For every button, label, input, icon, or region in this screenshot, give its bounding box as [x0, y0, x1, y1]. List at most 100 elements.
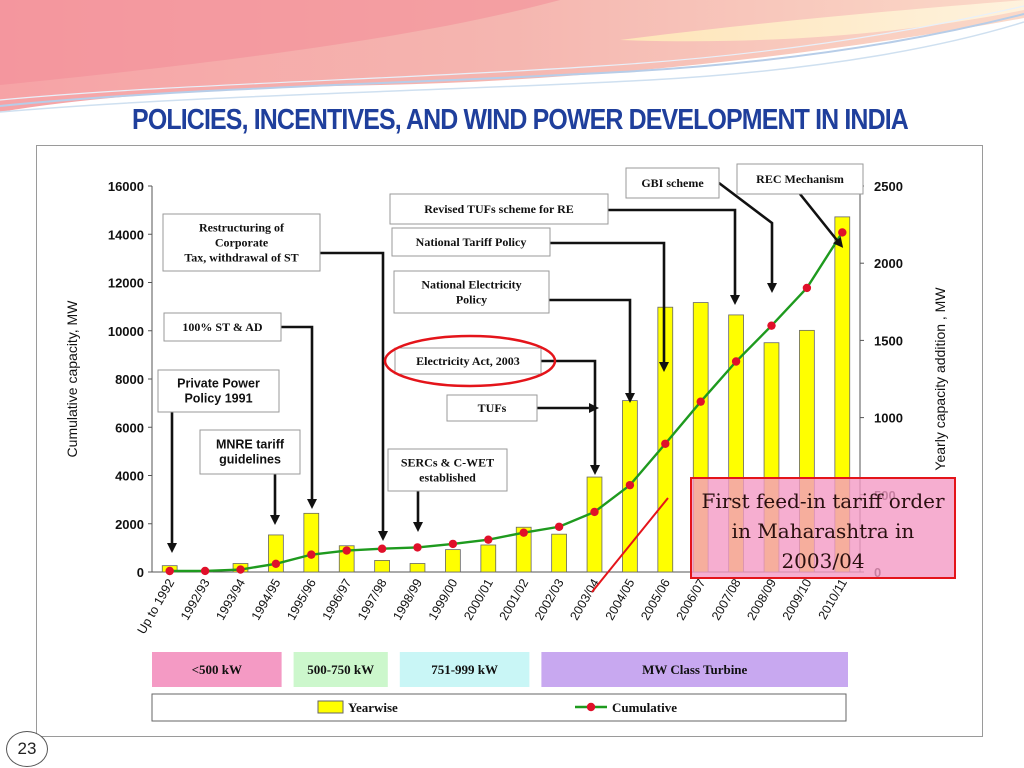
- annotation-rec-mechanism: REC Mechanism: [736, 163, 864, 248]
- x-tick-label-2002-03: 2002/03: [532, 576, 567, 622]
- turbine-band-500-750-kw: 500-750 kW: [293, 652, 388, 687]
- annotation-text: Policy 1991: [184, 392, 252, 406]
- annotation-box: [446, 394, 538, 422]
- annotation-revised-tufs-scheme-for-re: Revised TUFs scheme for RE: [389, 193, 740, 305]
- annotation-box: [391, 227, 551, 257]
- legend-yearwise-swatch: [317, 700, 344, 714]
- annotation-text: Corporate: [215, 236, 269, 250]
- annotation-text: REC Mechanism: [756, 172, 844, 186]
- feed-in-tariff-note: First feed-in tariff order in Maharashtr…: [690, 477, 956, 579]
- left-tick-label-6000: 6000: [115, 420, 144, 435]
- legend: Yearwise Cumulative: [151, 693, 847, 722]
- right-tick-label-1000: 1000: [874, 411, 903, 426]
- cumulative-point-2010-11: [838, 228, 847, 237]
- cumulative-point-2006-07: [696, 397, 705, 406]
- left-tick-label-12000: 12000: [108, 276, 144, 291]
- left-tick-label-14000: 14000: [108, 227, 144, 242]
- x-tick-label-2007-08: 2007/08: [709, 576, 744, 622]
- bar-1997-98: [374, 560, 390, 573]
- turbine-band-fill: [293, 652, 388, 687]
- decorative-banner: [0, 0, 1024, 113]
- annotation-arrow: [549, 298, 635, 403]
- annotation-text: 100% ST & AD: [182, 320, 262, 334]
- cumulative-point-2005-06: [661, 439, 670, 448]
- annotation-text: National Tariff Policy: [416, 235, 527, 249]
- x-tick-label-1994-95: 1994/95: [249, 576, 284, 622]
- annotation-text: GBI scheme: [641, 176, 704, 190]
- annotation-arrow: [281, 325, 317, 509]
- x-tick-label-1999-00: 1999/00: [426, 576, 461, 622]
- x-tick-label-up-to-1992: Up to 1992: [135, 576, 178, 636]
- note-pointer-line: [591, 497, 669, 593]
- turbine-band-751-999-kw: 751-999 kW: [399, 652, 530, 687]
- annotation-gbi-scheme: GBI scheme: [625, 167, 777, 293]
- bar-2001-02: [515, 526, 532, 573]
- x-tick-label-1992-93: 1992/93: [178, 576, 213, 622]
- y-axis-title: Cumulative capacity, MW: [64, 300, 80, 458]
- annotation-arrow: [608, 208, 740, 305]
- annotation-text: TUFs: [478, 401, 507, 415]
- annotation-text: National Electricity: [421, 278, 521, 292]
- cumulative-point-1998-99: [413, 543, 422, 552]
- cumulative-point-1993-94: [236, 565, 245, 574]
- cumulative-point-1997-98: [377, 544, 387, 553]
- bar-2000-01: [480, 544, 497, 573]
- bar-1999-00: [445, 549, 461, 573]
- left-tick-label-4000: 4000: [115, 469, 144, 484]
- annotation-arrow: [320, 251, 388, 541]
- annotation-box: [625, 167, 720, 199]
- turbine-band-label: 500-750 kW: [307, 662, 374, 677]
- cumulative-line: [169, 231, 844, 573]
- x-tick-label-2010-11: 2010/11: [816, 576, 850, 621]
- legend-cumulative-label: Cumulative: [612, 700, 677, 715]
- cumulative-point-2002-03: [554, 522, 564, 531]
- bar-2002-03: [551, 533, 567, 573]
- annotation-box: [389, 193, 609, 225]
- right-tick-label-2500: 2500: [874, 179, 903, 194]
- x-tick-label-2003-04: 2003/04: [567, 576, 602, 622]
- cumulative-point-2000-01: [484, 535, 493, 544]
- turbine-band-fill: [541, 652, 848, 687]
- left-tick-label-0: 0: [137, 565, 144, 580]
- x-tick-label-1995-96: 1995/96: [284, 576, 319, 622]
- annotation-text: MNRE tariff: [216, 438, 285, 452]
- legend-box: [151, 693, 847, 722]
- turbine-band-label: 751-999 kW: [431, 662, 498, 677]
- cumulative-point-up-to-1992: [165, 566, 174, 576]
- legend-yearwise-label: Yearwise: [348, 700, 398, 715]
- cumulative-point-2009-10: [802, 283, 812, 293]
- x-tick-label-2005-06: 2005/06: [638, 576, 673, 622]
- annotation-national-tariff-policy: National Tariff Policy: [391, 227, 669, 372]
- turbine-band-mw-class-turbine: MW Class Turbine: [541, 652, 848, 687]
- x-tick-label-1998-99: 1998/99: [390, 576, 425, 622]
- annotation-arrow: [718, 181, 777, 293]
- annotation-text: Policy: [456, 293, 487, 307]
- annotation-box: [394, 347, 542, 375]
- bar-1995-96: [303, 512, 320, 573]
- cumulative-point-1999-00: [448, 539, 458, 549]
- cumulative-point-2008-09: [767, 321, 776, 330]
- page-number: 23: [6, 731, 48, 767]
- annotation-box: [199, 429, 301, 475]
- annotation-box: [163, 312, 282, 342]
- legend-cumulative-marker: [586, 702, 596, 712]
- annotation-100-st-ad: 100% ST & AD: [163, 312, 317, 509]
- turbine-band-500-kw: <500 kW: [152, 652, 282, 687]
- highlight-ellipse: [383, 334, 557, 388]
- annotation-box: [736, 163, 864, 195]
- y2-axis-title: Yearly capacity addition , MW: [932, 287, 948, 471]
- cumulative-point-1994-95: [271, 559, 281, 568]
- cumulative-point-2007-08: [731, 357, 741, 366]
- turbine-band-fill: [399, 652, 530, 687]
- turbine-band-label: <500 kW: [192, 662, 242, 677]
- annotation-box: [387, 448, 508, 492]
- bar-1998-99: [409, 563, 426, 573]
- cumulative-point-1996-97: [342, 546, 351, 555]
- left-tick-label-16000: 16000: [108, 179, 144, 194]
- left-tick-label-2000: 2000: [115, 517, 144, 532]
- right-tick-label-1500: 1500: [874, 333, 903, 348]
- annotation-text: guidelines: [219, 453, 281, 467]
